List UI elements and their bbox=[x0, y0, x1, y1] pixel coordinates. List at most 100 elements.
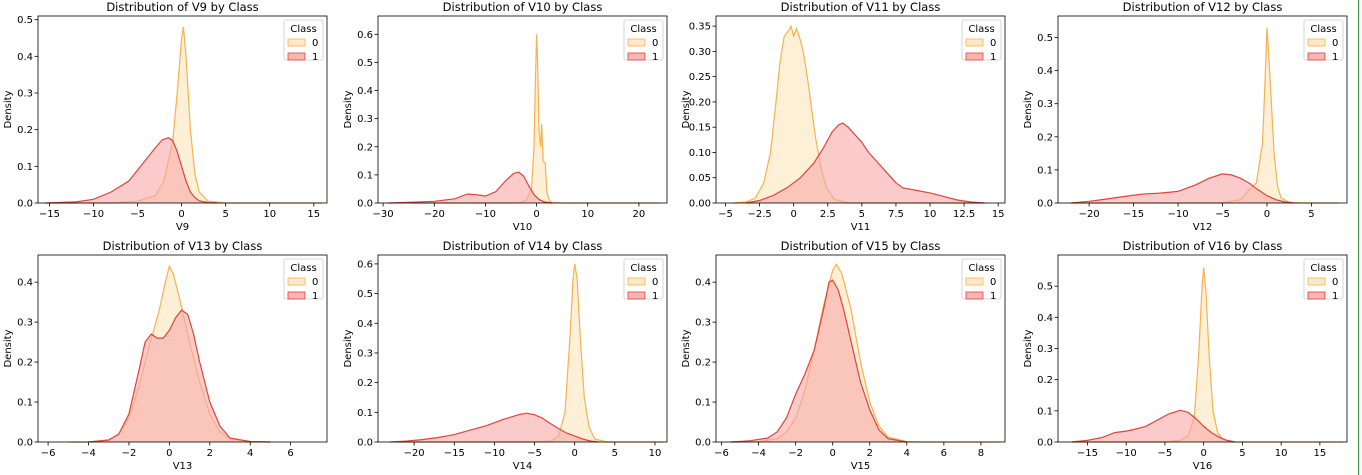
legend: Class 0 1 bbox=[623, 258, 664, 302]
x-tick-label: −10 bbox=[1167, 209, 1188, 220]
legend-swatch-class-0 bbox=[965, 277, 984, 286]
legend-title: Class bbox=[290, 263, 316, 274]
x-tick-label: 10 bbox=[581, 209, 594, 220]
y-tick-label: 0.05 bbox=[689, 173, 711, 184]
y-tick-label: 0.0 bbox=[695, 438, 711, 449]
legend-swatch-class-0 bbox=[287, 38, 306, 47]
x-tick-label: −6 bbox=[714, 448, 729, 459]
x-tick-label: 0 bbox=[166, 448, 172, 459]
density-area-class-1 bbox=[746, 123, 985, 203]
x-tick-label: −10 bbox=[475, 209, 496, 220]
y-tick-label: 0.2 bbox=[695, 358, 711, 369]
y-tick-label: 0.0 bbox=[1037, 438, 1053, 449]
density-line-class-1 bbox=[388, 171, 552, 204]
x-tick-label: 10 bbox=[924, 209, 937, 220]
legend-label-class-0: 0 bbox=[312, 277, 318, 288]
axes-frame bbox=[377, 254, 668, 443]
density-line-class-1 bbox=[1071, 173, 1294, 204]
x-tick-label: −2.5 bbox=[747, 209, 771, 220]
subplot-v16: −15 −10 −5 0 5 10 150.00.10.20.30.40.5Distribu… bbox=[1023, 239, 1348, 472]
y-tick-label: 0.2 bbox=[17, 125, 33, 136]
y-axis-label: Density bbox=[3, 329, 14, 367]
y-tick-label: 0.0 bbox=[17, 199, 33, 210]
x-axis-label: V12 bbox=[1193, 222, 1213, 233]
legend-label-class-0: 0 bbox=[990, 38, 996, 49]
x-tick-label: 0 bbox=[1200, 448, 1206, 459]
density-area-class-1 bbox=[1071, 173, 1294, 203]
legend-title: Class bbox=[1310, 263, 1336, 274]
x-tick-label: 5 bbox=[222, 209, 228, 220]
y-tick-label: 0.4 bbox=[357, 319, 373, 330]
x-axis-label: V11 bbox=[851, 222, 871, 233]
x-axis-label: V10 bbox=[513, 222, 533, 233]
x-tick-label: 0 bbox=[830, 448, 836, 459]
legend-label-class-1: 1 bbox=[1332, 52, 1338, 63]
legend-label-class-1: 1 bbox=[990, 291, 996, 302]
x-tick-label: 5 bbox=[1308, 209, 1314, 220]
x-tick-label: −20 bbox=[424, 209, 445, 220]
y-tick-label: 0.25 bbox=[689, 72, 711, 83]
y-tick-label: 0.2 bbox=[357, 378, 373, 389]
y-axis-label: Density bbox=[1023, 90, 1034, 128]
x-tick-label: −10 bbox=[83, 209, 104, 220]
y-tick-label: 0.1 bbox=[357, 170, 373, 181]
x-axis-label: V9 bbox=[176, 222, 189, 233]
density-area-class-0 bbox=[49, 27, 323, 203]
x-axis-label: V15 bbox=[851, 461, 871, 472]
x-tick-label: 0 bbox=[571, 448, 577, 459]
axes-frame bbox=[715, 254, 1006, 443]
x-tick-label: −15 bbox=[39, 209, 60, 220]
legend-swatch-class-0 bbox=[1307, 38, 1326, 47]
y-axis-label: Density bbox=[343, 329, 354, 367]
x-tick-label: 4 bbox=[904, 448, 910, 459]
x-tick-label: −4 bbox=[751, 448, 766, 459]
x-tick-label: 0 bbox=[791, 209, 797, 220]
x-tick-label: 2 bbox=[207, 448, 213, 459]
legend-label-class-0: 0 bbox=[1332, 277, 1338, 288]
y-tick-label: 0.00 bbox=[689, 199, 711, 210]
x-tick-label: 10 bbox=[649, 448, 662, 459]
y-tick-label: 0.3 bbox=[695, 318, 711, 329]
y-tick-label: 0.0 bbox=[357, 438, 373, 449]
density-area-class-0 bbox=[732, 26, 985, 203]
legend-title: Class bbox=[290, 24, 316, 35]
y-tick-label: 0.1 bbox=[695, 398, 711, 409]
y-axis-label: Density bbox=[1023, 329, 1034, 367]
x-tick-label: 10 bbox=[263, 209, 276, 220]
y-tick-label: 0.20 bbox=[689, 97, 711, 108]
density-line-class-1 bbox=[44, 137, 217, 204]
axes-frame bbox=[715, 15, 1006, 204]
axes-frame bbox=[37, 254, 328, 443]
y-tick-label: 0.5 bbox=[17, 15, 33, 26]
subplot-title: Distribution of V15 by Class bbox=[781, 239, 941, 253]
y-tick-label: 0.1 bbox=[17, 162, 33, 173]
legend-label-class-1: 1 bbox=[312, 52, 318, 63]
y-tick-label: 0.3 bbox=[357, 348, 373, 359]
density-area-class-1 bbox=[88, 310, 271, 442]
y-tick-label: 0.4 bbox=[17, 52, 33, 63]
x-tick-label: −5 bbox=[527, 448, 542, 459]
x-tick-label: 15 bbox=[992, 209, 1005, 220]
x-axis-label: V14 bbox=[513, 461, 533, 472]
x-tick-label: −30 bbox=[373, 209, 394, 220]
legend: Class 0 1 bbox=[961, 258, 1002, 302]
y-axis-label: Density bbox=[3, 90, 14, 128]
x-tick-label: 2 bbox=[867, 448, 873, 459]
subplot-title: Distribution of V10 by Class bbox=[443, 0, 603, 14]
y-tick-label: 0.2 bbox=[1037, 375, 1053, 386]
subplot-title: Distribution of V14 by Class bbox=[443, 239, 603, 253]
y-tick-label: 0.3 bbox=[17, 89, 33, 100]
legend-swatch-class-1 bbox=[1307, 291, 1326, 300]
y-axis-label: Density bbox=[681, 329, 692, 367]
x-tick-label: −15 bbox=[1077, 448, 1098, 459]
subplot-title: Distribution of V11 by Class bbox=[781, 0, 941, 14]
x-tick-label: −5 bbox=[718, 209, 733, 220]
subplot-v11: −5 −2.5 0 2.5 5 7.5 10 12.5 150.000.050.100.150.… bbox=[681, 0, 1006, 233]
legend: Class 0 1 bbox=[283, 19, 324, 63]
legend-swatch-class-1 bbox=[287, 52, 306, 61]
y-tick-label: 0.6 bbox=[357, 259, 373, 270]
legend-label-class-0: 0 bbox=[990, 277, 996, 288]
y-tick-label: 0.0 bbox=[1037, 199, 1053, 210]
legend-title: Class bbox=[630, 24, 656, 35]
legend-swatch-class-1 bbox=[627, 291, 646, 300]
